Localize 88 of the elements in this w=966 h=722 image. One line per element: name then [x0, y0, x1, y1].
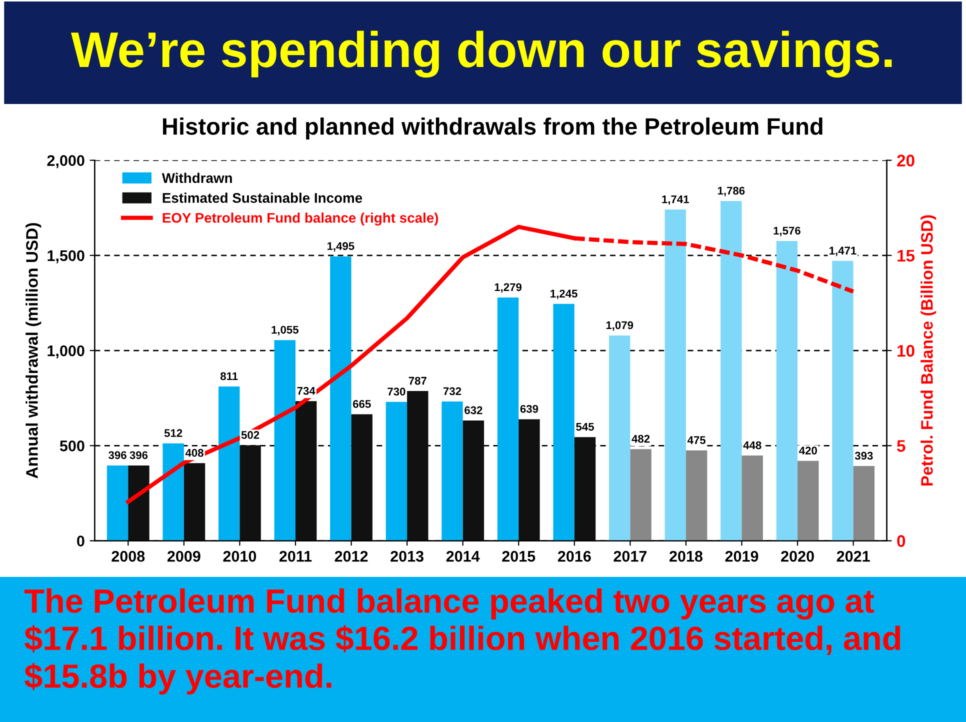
data-label: 512 [164, 429, 182, 438]
bar [742, 456, 763, 541]
legend-label: EOY Petroleum Fund balance (right scale) [162, 212, 438, 226]
y-tick-label: 500 [60, 440, 84, 452]
x-tick-label: 2008 [112, 550, 145, 562]
bar [518, 419, 540, 541]
data-label: 665 [353, 400, 371, 408]
legend-label: Withdrawn [162, 172, 232, 183]
data-label: 1,279 [494, 283, 522, 293]
data-label: 734 [297, 386, 316, 395]
chart-title: We’re spending down our savings. [70, 30, 892, 78]
x-tick-label: 2013 [390, 550, 424, 562]
bar [351, 414, 372, 541]
y2-axis-title: Petrol. Fund Balance (Billion USD) [920, 215, 936, 486]
bar [497, 297, 519, 541]
data-label: 639 [520, 404, 538, 413]
x-tick-label: 2009 [167, 550, 200, 562]
data-label: 1,786 [718, 186, 745, 196]
y2-tick-label: 20 [897, 154, 914, 166]
x-tick-label: 2019 [725, 550, 758, 562]
data-label: 396 [130, 451, 148, 460]
data-label: 732 [443, 387, 462, 396]
x-tick-label: 2021 [836, 550, 870, 562]
x-tick-label: 2018 [670, 550, 702, 562]
bar [386, 402, 408, 541]
data-label: 420 [799, 446, 817, 455]
y2-tick-label: 15 [898, 250, 915, 262]
data-label: 448 [743, 441, 762, 450]
x-tick-label: 2015 [502, 550, 536, 562]
data-label: 632 [464, 406, 482, 414]
y2-tick-label: 0 [897, 535, 906, 547]
data-label: 1,741 [662, 195, 689, 205]
bar [106, 465, 128, 541]
bar [462, 420, 484, 541]
x-tick-label: 2017 [614, 550, 647, 562]
bar [240, 445, 261, 541]
x-tick-label: 2010 [223, 550, 256, 562]
bar [184, 463, 206, 541]
bar [407, 391, 428, 541]
data-label: 1,055 [272, 326, 298, 336]
bar [686, 450, 708, 541]
bar [776, 240, 798, 541]
y-tick-label: 2,000 [47, 155, 84, 168]
bar [832, 260, 854, 541]
bar [553, 304, 574, 541]
legend-label: Estimated Sustainable Income [162, 192, 362, 203]
data-label: 787 [408, 376, 426, 385]
data-label: 730 [388, 388, 406, 396]
x-tick-label: 2016 [558, 550, 591, 562]
y2-tick-label: 10 [898, 344, 914, 357]
bar [274, 340, 296, 541]
bar [162, 443, 184, 541]
bar [218, 386, 240, 541]
data-label: 475 [687, 436, 706, 444]
bar [853, 466, 875, 541]
data-label: 1,471 [830, 246, 856, 256]
data-label: 545 [576, 422, 594, 431]
data-label: 1,576 [774, 226, 800, 236]
data-label: 1,495 [327, 242, 354, 252]
y-tick-label: 1,500 [48, 250, 84, 264]
data-label: 408 [185, 448, 204, 457]
data-label: 1,245 [550, 290, 578, 300]
bar [128, 465, 150, 541]
x-tick-label: 2012 [334, 550, 368, 562]
data-label: 811 [220, 372, 238, 380]
bar [442, 402, 463, 541]
y-tick-label: 1,000 [48, 345, 84, 358]
bar [574, 437, 596, 541]
data-label: 396 [108, 451, 126, 460]
bar [720, 200, 742, 541]
y-tick-label: 0 [77, 536, 84, 546]
data-label: 1,079 [606, 321, 634, 331]
bar [330, 256, 352, 541]
bar [664, 210, 686, 541]
data-label: 502 [241, 431, 260, 439]
x-tick-label: 2011 [279, 550, 312, 562]
bar [798, 460, 819, 541]
bar [295, 401, 317, 541]
data-label: 393 [854, 452, 873, 460]
text: The Petroleum Fund balance peaked two years ago at $17.1 billion. It was $16.2 billion when 2016 started, and $15.8b by year-end. [24, 588, 900, 695]
x-tick-label: 2014 [446, 550, 480, 562]
bar [608, 336, 630, 541]
y-axis-title: Annual withdrawal (million USD) [26, 223, 42, 478]
bar [630, 449, 652, 541]
data-label: 482 [632, 434, 650, 443]
x-tick-label: 2020 [781, 550, 814, 562]
y2-tick-label: 5 [897, 440, 906, 452]
chart-subtitle: Historic and planned withdrawals from the Petroleum Fund [163, 118, 822, 140]
